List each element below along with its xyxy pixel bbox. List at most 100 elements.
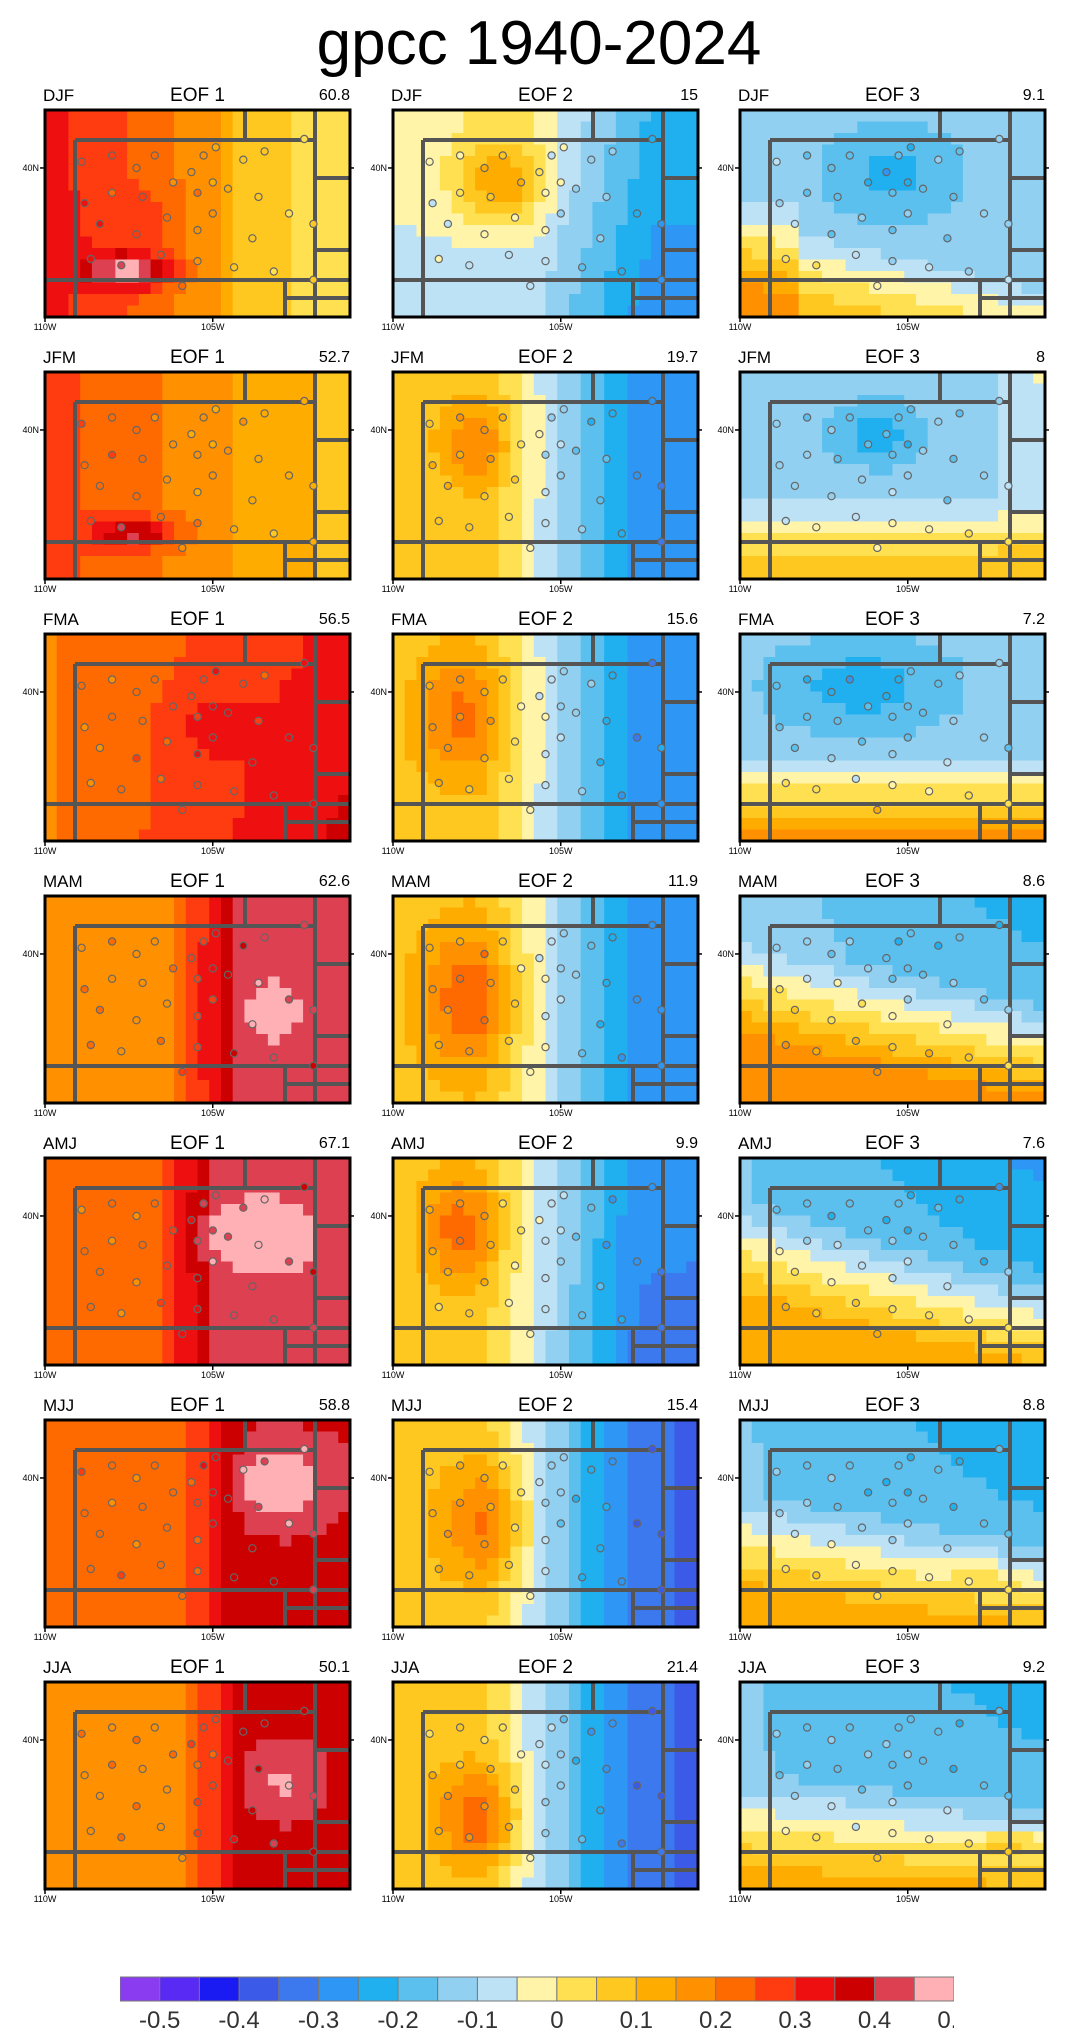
contour-cell	[763, 133, 776, 146]
station-marker	[924, 787, 934, 796]
contour-cell	[568, 406, 582, 419]
contour-cell	[939, 634, 952, 647]
contour-cell	[510, 383, 523, 396]
contour-cell	[1009, 452, 1023, 465]
contour-cell	[786, 498, 800, 511]
contour-cell	[686, 190, 699, 203]
contour-cell	[845, 487, 858, 500]
contour-cell	[174, 1011, 187, 1024]
contour-cell	[763, 121, 776, 134]
contour-cell	[256, 749, 269, 762]
contour-cell	[892, 282, 905, 295]
contour-cell	[1021, 737, 1034, 750]
contour-cell	[267, 156, 281, 169]
contour-cell	[326, 179, 339, 192]
contour-cell	[279, 930, 292, 943]
station-marker	[812, 523, 821, 532]
contour-cell	[393, 714, 406, 727]
contour-cell	[115, 372, 128, 385]
contour-cell	[880, 772, 894, 785]
panel-eof-label: EOF 3	[865, 347, 920, 368]
contour-cell	[439, 772, 453, 785]
contour-cell	[998, 498, 1011, 511]
contour-cell	[138, 749, 152, 762]
panel-frame	[43, 108, 352, 319]
contour-cell	[1021, 225, 1034, 238]
contour-cell	[686, 726, 699, 739]
contour-cell	[220, 294, 234, 307]
contour-cell	[1021, 156, 1034, 169]
contour-cell	[486, 783, 500, 796]
contour-cell	[740, 691, 753, 704]
contour-cell	[775, 556, 788, 569]
contour-cell	[451, 372, 464, 385]
contour-cell	[393, 248, 406, 261]
contour-cell	[162, 976, 175, 989]
contour-cell	[338, 703, 351, 716]
contour-cell	[451, 259, 464, 272]
contour-cell	[592, 213, 605, 226]
contour-cell	[80, 282, 93, 295]
contour-cell	[522, 510, 535, 523]
contour-cell	[1009, 760, 1023, 773]
contour-cell	[232, 760, 246, 773]
contour-cell	[627, 691, 640, 704]
station-marker	[903, 471, 912, 480]
station-marker	[873, 281, 882, 291]
contour-cell	[986, 487, 999, 500]
contour-cell	[869, 225, 882, 238]
contour-cell	[615, 567, 629, 580]
contour-cell	[639, 521, 652, 534]
contour-cell	[326, 452, 339, 465]
contour-cell	[962, 691, 976, 704]
station-marker	[934, 155, 943, 164]
contour-cell	[674, 452, 687, 465]
contour-cell	[869, 202, 882, 215]
contour-cell	[244, 818, 257, 831]
contour-cell	[568, 248, 582, 261]
contour-cell	[291, 749, 304, 762]
contour-cell	[627, 668, 640, 681]
contour-cell	[845, 225, 858, 238]
contour-cell	[498, 452, 511, 465]
contour-cell	[927, 213, 941, 226]
station-marker	[526, 805, 535, 815]
contour-cell	[80, 668, 93, 681]
contour-cell	[439, 225, 453, 238]
contour-cell	[404, 133, 418, 146]
contour-cell	[498, 806, 511, 819]
contour-cell	[939, 429, 952, 442]
contour-cell	[822, 645, 835, 658]
contour-cell	[915, 645, 929, 658]
contour-cell	[393, 510, 406, 523]
contour-cell	[174, 818, 187, 831]
contour-cell	[798, 818, 811, 831]
contour-cell	[857, 190, 870, 203]
contour-cell	[798, 475, 811, 488]
contour-cell	[127, 567, 140, 580]
contour-cell	[291, 907, 304, 920]
contour-cell	[786, 521, 800, 534]
contour-cell	[45, 976, 58, 989]
contour-cell	[475, 202, 488, 215]
contour-cell	[686, 282, 699, 295]
contour-cell	[56, 829, 70, 842]
contour-cell	[522, 372, 535, 385]
contour-cell	[915, 691, 929, 704]
contour-cell	[56, 1011, 70, 1024]
contour-cell	[162, 167, 175, 180]
contour-cell	[80, 806, 93, 819]
contour-cell	[220, 645, 234, 658]
contour-cell	[592, 305, 605, 318]
contour-cell	[915, 156, 929, 169]
contour-cell	[463, 829, 476, 842]
contour-cell	[639, 110, 652, 123]
contour-cell	[557, 372, 570, 385]
contour-cell	[545, 510, 558, 523]
contour-cell	[974, 510, 987, 523]
contour-cell	[568, 645, 582, 658]
contour-cell	[174, 772, 187, 785]
contour-cell	[486, 383, 500, 396]
contour-cell	[498, 475, 511, 488]
contour-cell	[627, 760, 640, 773]
